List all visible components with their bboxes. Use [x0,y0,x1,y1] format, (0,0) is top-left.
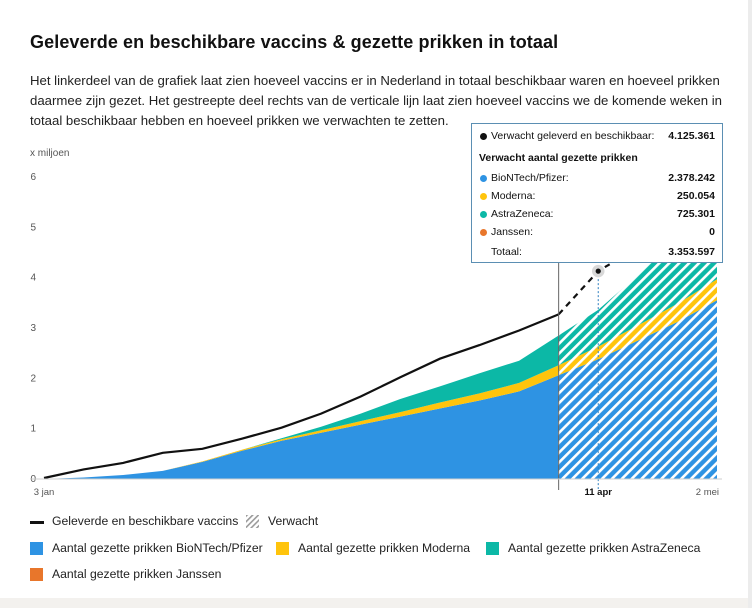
tooltip-total-value: 3.353.597 [668,246,715,258]
pfizer-swatch-icon [30,542,43,555]
tooltip-row-delivered: Verwacht geleverd en beschikbaar: 4.125.… [472,129,722,145]
y-tick-label: 4 [30,273,36,284]
moderna-dot-icon [480,193,487,200]
janssen-swatch-icon [30,568,43,581]
chart-description: Het linkerdeel van de grafiek laat zien … [30,73,723,128]
x-tick-label: 3 jan [34,487,55,498]
page-footer-strip [0,598,752,608]
tooltip-row-total: Totaal: 3.353.597 [472,245,722,261]
tooltip-janssen-value: 0 [709,226,715,238]
hatch-swatch-icon [246,515,259,528]
y-tick-label: 3 [30,323,36,334]
page-title: Geleverde en beschikbare vaccins & gezet… [30,32,559,52]
janssen-dot-icon [480,229,487,236]
y-tick-label: 1 [30,424,36,435]
x-tick-label: 11 apr [585,487,613,498]
legend-line-icon [30,521,44,524]
highlight-marker[interactable] [595,268,601,274]
tooltip-total-label: Totaal: [491,246,522,258]
tooltip-astrazeneca-label: AstraZeneca: [491,208,554,220]
tooltip-moderna-label: Moderna: [491,190,536,202]
area-pfizer-forecast[interactable] [44,300,717,479]
tooltip-heading: Verwacht aantal gezette prikken [479,152,638,164]
tooltip-pfizer-value: 2.378.242 [668,172,715,184]
y-tick-label: 6 [30,172,36,183]
chart-tooltip: Verwacht geleverd en beschikbaar: 4.125.… [471,123,723,263]
tooltip-row-moderna: Moderna: 250.054 [472,189,722,205]
tooltip-delivered-label: Verwacht geleverd en beschikbaar: [491,130,655,142]
tooltip-pfizer-label: BioNTech/Pfizer: [491,172,569,184]
tooltip-janssen-label: Janssen: [491,226,534,238]
moderna-swatch-icon [276,542,289,555]
tooltip-moderna-value: 250.054 [677,190,715,202]
y-tick-label: 2 [30,373,36,384]
black-dot-icon [480,133,487,140]
tooltip-delivered-value: 4.125.361 [668,130,715,142]
legend-label-expected: Verwacht [268,514,319,528]
tooltip-row-astrazeneca: AstraZeneca: 725.301 [472,207,722,223]
legend-label-delivered: Geleverde en beschikbare vaccins [52,514,239,528]
tooltip-astrazeneca-value: 725.301 [677,208,715,220]
area-astrazeneca-forecast[interactable] [44,193,717,479]
y-tick-label: 5 [30,222,36,233]
astrazeneca-swatch-icon [486,542,499,555]
y-axis-unit-label: x miljoen [30,148,70,159]
scrollbar-edge [748,0,752,608]
legend-label-astrazeneca: Aantal gezette prikken AstraZeneca [508,541,701,555]
area-pfizer[interactable] [44,300,717,479]
delivered-line[interactable] [43,313,560,480]
legend-label-janssen: Aantal gezette prikken Janssen [52,567,222,581]
tooltip-row-janssen: Janssen: 0 [472,225,722,241]
tooltip-row-pfizer: BioNTech/Pfizer: 2.378.242 [472,171,722,187]
astrazeneca-dot-icon [480,211,487,218]
x-tick-label: 2 mei [696,487,719,498]
legend-label-moderna: Aantal gezette prikken Moderna [298,541,471,555]
pfizer-dot-icon [480,175,487,182]
legend-label-pfizer: Aantal gezette prikken BioNTech/Pfizer [52,541,263,555]
